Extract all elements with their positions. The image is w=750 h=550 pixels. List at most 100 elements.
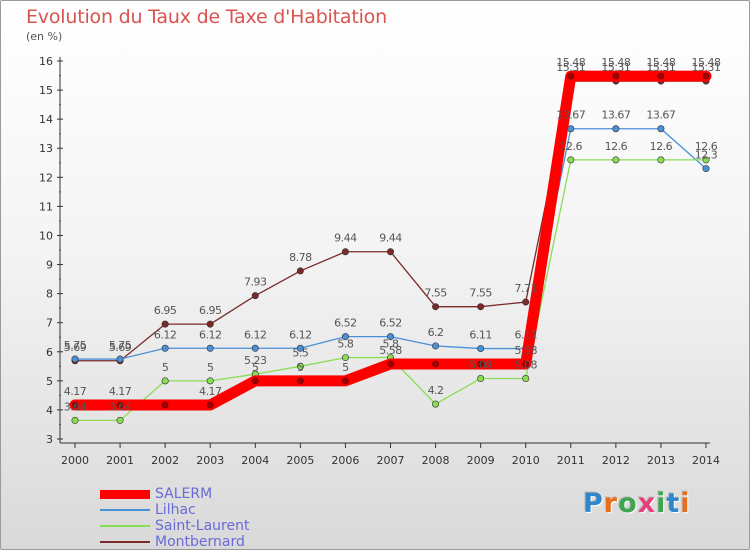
x-tick-label: 2012 [602,454,630,467]
data-point [477,345,485,353]
logo-letter: r [603,488,619,519]
data-label: 6.12 [244,328,267,341]
data-label: 5.58 [379,344,402,357]
data-point [386,333,394,341]
data-point [116,355,124,363]
data-point [296,377,304,385]
series-line [74,159,707,422]
x-tick-label: 2011 [557,454,585,467]
data-point [342,377,349,385]
data-label: 6.12 [154,328,177,341]
data-label: 5.69 [64,341,87,354]
data-label: 15.48 [646,56,675,69]
data-point [612,156,620,164]
data-label: 5.75 [64,339,87,352]
legend-label: Saint-Laurent [155,518,250,534]
data-point [477,303,485,311]
y-tick-label: 5 [46,375,53,388]
x-tick-label: 2004 [241,454,269,467]
legend-label: SALERM [155,486,213,502]
data-point [341,248,349,256]
data-point [567,156,575,164]
data-label: 15.31 [601,61,630,74]
data-label: 13.67 [556,109,585,122]
data-point [522,360,530,368]
data-point [206,320,214,328]
data-label: 15.48 [601,56,630,69]
data-point [657,125,665,133]
legend-label: Lilhac [155,502,196,518]
data-point [71,416,79,424]
data-label: 12.6 [560,140,583,153]
data-point [251,344,259,352]
data-point [251,377,259,385]
data-label: 9.44 [334,232,357,245]
chart-title: Evolution du Taux de Taxe d'Habitation [26,6,387,28]
data-label: 6.11 [514,329,537,342]
data-label: 5.5 [292,346,308,359]
logo-letter: P [583,488,604,519]
data-point [296,362,304,370]
data-label: 15.31 [646,61,675,74]
data-point [296,267,304,275]
data-label: 6.52 [334,317,357,330]
data-label: 6.11 [469,329,492,342]
x-tick-label: 2014 [692,454,720,467]
data-point [116,416,124,424]
logo-letter: i [656,488,667,519]
data-point [702,165,710,173]
logo-letter: o [618,488,638,519]
data-label: 5.58 [514,344,537,357]
data-point [206,377,214,385]
data-label: 8.78 [289,251,312,264]
data-label: 13.67 [601,109,630,122]
data-label: 4.17 [199,385,222,398]
data-point [387,360,394,368]
data-point [702,72,710,80]
data-label: 6.2 [428,326,444,339]
y-tick-label: 6 [46,346,53,359]
data-point [702,156,710,164]
x-tick-label: 2003 [196,454,224,467]
data-label: 4.17 [64,385,87,398]
data-label: 5 [207,361,214,374]
data-point [71,355,79,363]
data-label: 7.55 [469,287,492,300]
data-label: 5.75 [109,339,132,352]
data-label: 5 [162,361,169,374]
data-label: 5 [342,361,349,374]
data-label: 5.08 [514,359,537,372]
data-label: 12.6 [605,140,628,153]
data-label: 3.64 [64,400,87,413]
data-point [477,360,485,368]
y-tick-label: 15 [39,84,53,97]
data-point [432,342,440,350]
data-point [567,72,575,80]
data-label: 15.31 [692,61,721,74]
data-point [161,377,169,385]
data-label: 5.8 [383,338,399,351]
data-label: 5 [297,361,304,374]
line-chart: 3 4 5 6 7 8 9 10 11 12 13 14 15 16 2000 2001 2002 2003 200… [39,55,721,467]
x-tick-label: 2002 [151,454,179,467]
data-point [432,303,440,311]
data-label: 13.67 [646,109,675,122]
y-tick-label: 13 [39,142,53,155]
x-tick-label: 2005 [286,454,314,467]
legend-swatch [100,489,150,499]
data-point [161,401,169,409]
data-point [341,333,349,341]
data-label: 6.12 [289,328,312,341]
data-label: 12.3 [695,149,718,162]
data-label: 15.31 [556,61,585,74]
data-point [612,125,620,133]
data-label: 7.71 [514,282,537,295]
y-tick-label: 14 [39,113,53,126]
y-tick-label: 7 [46,317,53,330]
data-point [522,298,530,306]
data-label: 6.52 [379,317,402,330]
data-point [657,72,665,80]
data-point [567,125,575,133]
data-point [432,360,439,368]
